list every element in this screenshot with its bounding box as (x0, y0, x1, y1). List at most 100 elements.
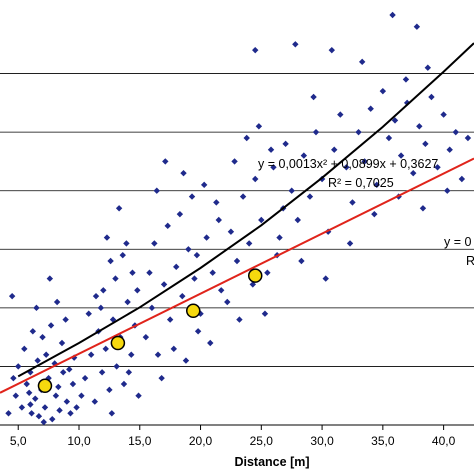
data-point-63 (85, 310, 92, 317)
x-tick-label-6: 35,0 (371, 434, 395, 448)
data-point-95 (180, 169, 187, 177)
highlight-point-3 (247, 268, 263, 283)
linear-r2-label: R (466, 254, 474, 268)
data-point-82 (215, 216, 222, 224)
data-point-58 (119, 251, 126, 259)
data-point-26 (47, 322, 55, 329)
data-point-107 (270, 164, 277, 171)
data-point-48 (113, 363, 120, 370)
data-point-67 (92, 292, 100, 300)
data-point-136 (385, 134, 393, 142)
data-point-52 (128, 351, 135, 358)
data-point-39 (73, 404, 80, 411)
data-point-32 (10, 374, 17, 382)
data-point-106 (264, 269, 271, 276)
data-point-104 (252, 175, 259, 183)
data-point-59 (129, 269, 136, 276)
data-point-98 (193, 251, 201, 259)
data-point-55 (100, 287, 107, 294)
data-point-144 (434, 164, 441, 171)
data-point-81 (209, 269, 216, 276)
data-point-150 (298, 257, 305, 265)
data-point-113 (267, 146, 275, 153)
data-point-152 (346, 240, 354, 247)
x-tick-label-7: 40,0 (432, 434, 456, 448)
data-point-102 (239, 193, 247, 200)
data-point-36 (40, 418, 47, 426)
data-point-159 (389, 11, 396, 19)
data-point-65 (125, 369, 133, 376)
data-point-80 (203, 234, 210, 241)
data-point-138 (397, 152, 405, 159)
data-point-108 (276, 234, 283, 241)
data-point-162 (292, 41, 299, 48)
data-point-33 (25, 389, 33, 396)
data-point-27 (62, 316, 69, 323)
data-point-77 (185, 246, 192, 253)
data-point-89 (158, 374, 165, 382)
data-point-146 (446, 146, 453, 153)
x-tick-label-3: 20,0 (189, 434, 213, 448)
data-point-44 (98, 369, 106, 376)
data-point-103 (245, 240, 253, 247)
data-point-15 (67, 410, 74, 417)
data-point-116 (236, 316, 243, 323)
data-point-21 (51, 360, 58, 367)
data-point-110 (231, 158, 238, 165)
x-tick-label-4: 25,0 (250, 434, 274, 448)
data-point-68 (123, 240, 130, 247)
data-point-22 (58, 339, 66, 347)
highlight-point-2 (185, 303, 201, 319)
data-point-84 (164, 222, 171, 230)
data-point-163 (328, 46, 335, 54)
data-point-153 (371, 210, 378, 218)
data-point-93 (207, 339, 214, 347)
data-point-140 (410, 169, 417, 177)
data-point-76 (179, 292, 186, 300)
data-point-17 (21, 345, 28, 353)
data-point-92 (194, 328, 202, 335)
data-point-13 (60, 369, 67, 376)
x-axis-label: Distance [m] (234, 455, 309, 469)
data-point-137 (391, 117, 399, 124)
data-point-34 (69, 380, 77, 388)
data-point-88 (213, 199, 220, 206)
data-point-130 (349, 199, 356, 206)
data-point-147 (452, 128, 459, 136)
data-point-4 (28, 410, 35, 417)
data-point-19 (34, 357, 41, 364)
data-point-41 (87, 351, 95, 358)
data-point-164 (402, 76, 410, 83)
data-point-0 (5, 410, 12, 417)
x-tick-label-5: 30,0 (310, 434, 334, 448)
data-point-69 (134, 287, 141, 294)
data-point-30 (46, 275, 54, 282)
data-point-57 (107, 257, 114, 265)
data-point-3 (23, 380, 30, 388)
data-point-61 (115, 205, 123, 212)
horizontal-gridlines (0, 73, 474, 367)
data-point-2 (18, 404, 26, 411)
data-point-5 (32, 395, 39, 402)
data-point-6 (35, 413, 43, 420)
data-point-96 (162, 158, 169, 165)
data-point-62 (97, 304, 105, 312)
highlight-point-0 (37, 378, 53, 394)
data-point-157 (310, 93, 317, 101)
highlight-point-1 (110, 335, 126, 351)
data-point-50 (120, 380, 128, 388)
data-point-40 (81, 374, 89, 382)
data-point-142 (422, 140, 429, 148)
data-point-78 (191, 275, 198, 282)
data-point-25 (39, 333, 46, 341)
data-point-91 (182, 357, 190, 364)
x-tick-label-0: 5,0 (10, 434, 27, 448)
data-point-87 (200, 181, 208, 189)
fit-lines (0, 42, 474, 394)
data-point-97 (153, 187, 160, 194)
x-axis-ticks: 5,0 10,0 15,0 20,0 25,0 30,0 35,0 40,0 (10, 425, 456, 448)
linear-equation-label: y = 0 (444, 235, 471, 249)
data-point-10 (49, 415, 56, 423)
highlight-points (37, 268, 263, 394)
